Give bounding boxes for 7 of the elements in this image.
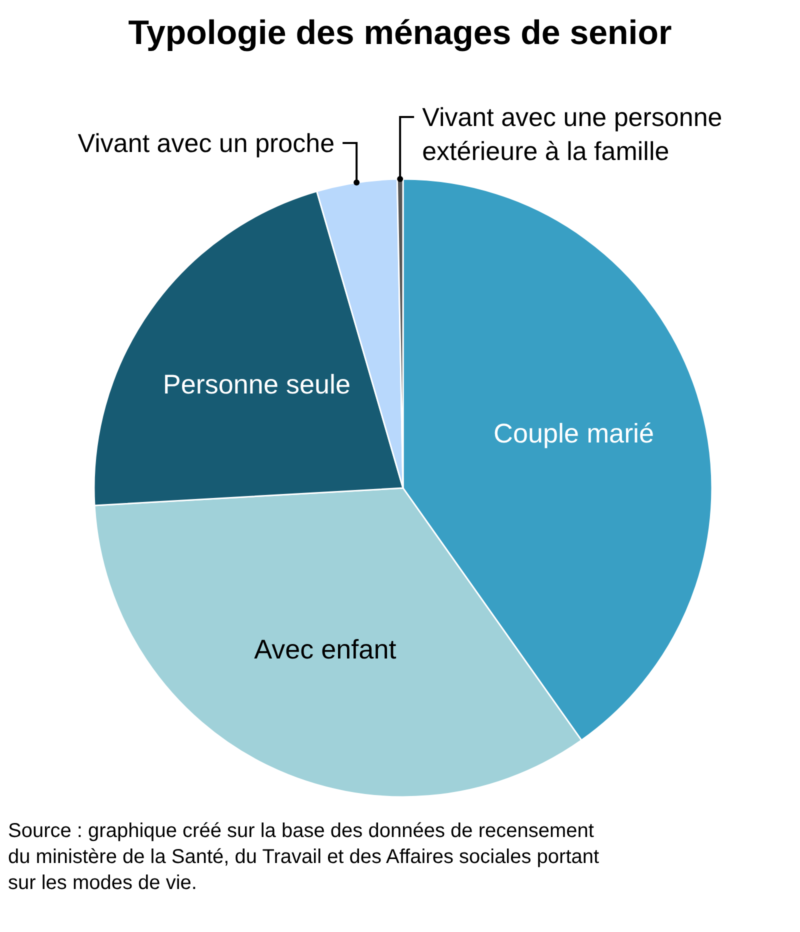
slice-label: Couple marié <box>494 418 654 449</box>
slice-label: Personne seule <box>162 369 351 400</box>
chart-title: Typologie des ménages de senior <box>127 13 673 54</box>
source-note: Source : graphique créé sur la base des données de recensement du ministère de la Santé, du Travail et des Affaires sociales portant sur les modes de vie. <box>8 819 600 896</box>
slice-label: Vivant avec une personne extérieure à la famille <box>422 102 722 166</box>
slice-label: Avec enfant <box>254 634 397 664</box>
slice-label: Vivant avec un proche <box>78 128 335 158</box>
